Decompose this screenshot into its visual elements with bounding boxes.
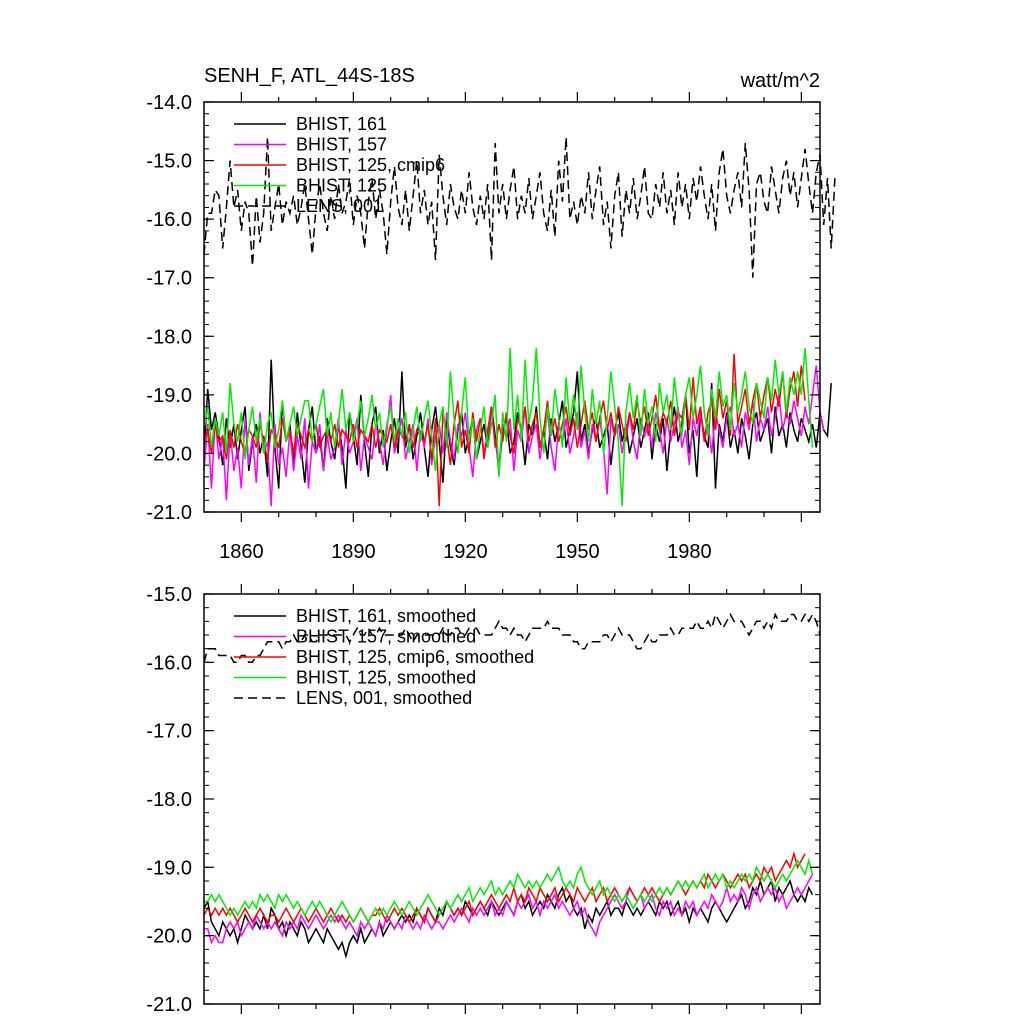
top-legend-label: BHIST, 125	[296, 176, 387, 196]
bottom-panel: -15.0 -16.0 -17.0 -18.0 -19.0 -20.0 -21.0 BHIS…	[146, 584, 821, 1016]
top-y-tick-label: -21.0	[146, 502, 192, 524]
bottom-y-tick-label: -16.0	[146, 652, 192, 674]
bottom-series-group	[203, 612, 821, 960]
bottom-y-tick-label: -17.0	[146, 721, 192, 743]
units-label: watt/m^2	[740, 70, 820, 92]
top-y-tick-label: -14.0	[146, 92, 192, 114]
top-panel: SENH_F, ATL_44S-18S watt/m^2 -14.0-15.0-…	[146, 65, 836, 563]
top-x-tick-label: 1950	[555, 541, 600, 563]
top-y-tick-label: -18.0	[146, 326, 192, 348]
bottom-legend-label: BHIST, 157, smoothed	[296, 627, 476, 647]
top-axes: -14.0 -15.0 -16.0 -17.0 -18.0 -19.0 -20.0 -21.0…	[146, 92, 820, 563]
top-x-tick-label: 1860	[219, 541, 264, 563]
chart-title: SENH_F, ATL_44S-18S	[204, 65, 415, 87]
top-legend-label: BHIST, 125, cmip6	[296, 155, 445, 175]
top-x-tick-label: 1980	[667, 541, 712, 563]
top-y-tick-label: -15.0	[146, 151, 192, 173]
bottom-legend-label: BHIST, 125, cmip6, smoothed	[296, 647, 534, 667]
top-y-tick-label: -19.0	[146, 385, 192, 407]
top-series-group	[203, 137, 836, 507]
top-series-line-3	[203, 347, 814, 507]
bottom-series-line-4	[203, 612, 821, 664]
bottom-y-tick-label: -20.0	[146, 926, 192, 948]
top-series-line-4	[203, 137, 836, 278]
bottom-legend-label: BHIST, 125, smoothed	[296, 668, 476, 688]
bottom-y-tick-label: -19.0	[146, 857, 192, 879]
top-y-tick-label: -17.0	[146, 268, 192, 290]
top-x-tick-label: 1920	[443, 541, 488, 563]
top-legend-label: LENS, 001	[296, 196, 383, 216]
bottom-legend-label: BHIST, 161, smoothed	[296, 606, 476, 626]
bottom-series-line-2	[203, 850, 806, 924]
top-legend-label: BHIST, 157	[296, 135, 387, 155]
top-legend-label: BHIST, 161	[296, 114, 387, 134]
top-x-tick-label: 1890	[331, 541, 376, 563]
top-y-tick-label: -16.0	[146, 209, 192, 231]
bottom-y-tick-label: -21.0	[146, 994, 192, 1016]
bottom-y-tick-label: -15.0	[146, 584, 192, 606]
bottom-series-line-1	[204, 873, 814, 945]
bottom-legend-label: LENS, 001, smoothed	[296, 688, 472, 708]
top-y-tick-label: -20.0	[146, 443, 192, 465]
bottom-y-tick-label: -18.0	[146, 789, 192, 811]
bottom-axes: -15.0 -16.0 -17.0 -18.0 -19.0 -20.0 -21.0	[146, 584, 820, 1016]
top-series-line-1	[203, 365, 825, 507]
bottom-series-line-3	[204, 857, 814, 924]
top-plot-frame	[203, 101, 821, 513]
